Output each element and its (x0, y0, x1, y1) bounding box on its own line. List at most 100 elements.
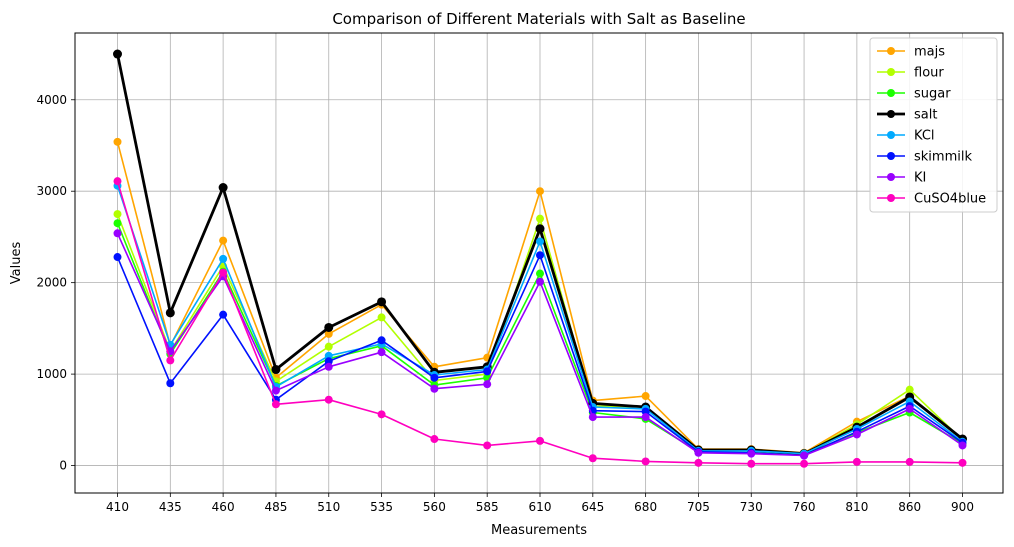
legend-label: skimmilk (914, 150, 972, 165)
x-axis-label: Measurements (491, 523, 587, 538)
data-point (324, 329, 333, 338)
x-tick-label: 730 (740, 500, 763, 514)
data-point (324, 351, 333, 360)
x-tick-label: 435 (159, 500, 182, 514)
data-point (641, 407, 650, 416)
data-point (166, 356, 175, 365)
data-point (430, 373, 439, 382)
x-tick-label: 410 (106, 500, 129, 514)
legend-item: sugar (877, 87, 951, 102)
y-tick-label: 0 (59, 459, 67, 473)
data-point (536, 237, 544, 246)
data-point (430, 384, 439, 393)
x-tick-label: 560 (423, 500, 446, 514)
data-point (852, 457, 861, 466)
legend-box (869, 37, 998, 213)
data-point (219, 254, 228, 263)
y-tick-label: 3000 (36, 184, 67, 198)
legend-marker (887, 89, 895, 97)
data-point (377, 348, 386, 357)
x-tick-label: 610 (529, 500, 552, 514)
y-tick-label: 4000 (36, 93, 67, 107)
x-tick-label: 900 (951, 500, 974, 514)
legend-label: majs (914, 45, 945, 60)
data-point (271, 386, 280, 395)
y-axis: 0 1000 2000 3000 4000 (36, 93, 75, 473)
data-point (747, 449, 756, 458)
data-point (536, 187, 544, 196)
x-tick-label: 760 (793, 500, 816, 514)
legend-item: majs (877, 45, 945, 60)
data-point (113, 49, 122, 59)
data-point (377, 336, 386, 345)
data-point (430, 435, 439, 444)
legend-label: salt (914, 108, 937, 123)
x-tick-label: 860 (898, 500, 921, 514)
legend-item: skimmilk (877, 150, 972, 165)
data-point (113, 137, 122, 146)
data-point (536, 277, 544, 286)
x-tick-label: 535 (370, 500, 393, 514)
data-point (958, 458, 967, 467)
data-point (641, 413, 650, 422)
data-point (536, 436, 544, 445)
legend-label: sugar (914, 87, 951, 102)
series-group (113, 49, 967, 468)
data-point (218, 183, 228, 193)
data-point (113, 210, 122, 219)
data-point (377, 410, 386, 419)
data-point (483, 367, 492, 376)
legend-item: KI (877, 171, 926, 186)
data-point (641, 457, 650, 466)
data-point (219, 268, 228, 277)
data-point (483, 380, 492, 389)
y-tick-label: 2000 (36, 276, 67, 290)
plot-frame (74, 32, 1004, 494)
data-point (324, 395, 333, 404)
data-point (219, 310, 228, 319)
data-point (113, 253, 122, 262)
legend-label: KCl (914, 129, 935, 144)
x-tick-label: 680 (634, 500, 657, 514)
data-point (588, 454, 597, 463)
legend-label: KI (914, 171, 926, 186)
x-tick-label: 585 (476, 500, 499, 514)
series-cuso4blue (113, 177, 967, 468)
data-point (905, 385, 914, 394)
data-point (377, 313, 386, 322)
data-point (958, 441, 967, 450)
y-axis-label: Values (9, 242, 24, 285)
x-tick-label: 485 (264, 500, 287, 514)
x-tick-label: 510 (317, 500, 340, 514)
data-point (800, 451, 809, 460)
data-point (588, 413, 597, 422)
data-point (747, 459, 756, 468)
legend-marker (887, 173, 895, 181)
data-point (905, 404, 914, 413)
series-ki (113, 229, 967, 460)
data-point (166, 379, 175, 388)
data-point (113, 219, 122, 228)
legend-label: CuSO4blue (914, 192, 986, 207)
legend: majs flour sugar salt KCl skimmilk KI CuSO4blue (869, 37, 998, 213)
legend-marker (887, 152, 895, 160)
data-point (271, 400, 280, 409)
data-point (536, 251, 544, 260)
data-point (905, 457, 914, 466)
data-point (536, 214, 544, 223)
data-point (377, 297, 387, 307)
legend-marker (887, 131, 895, 139)
y-tick-label: 1000 (36, 367, 67, 381)
data-point (271, 365, 281, 375)
legend-item: CuSO4blue (877, 192, 986, 207)
chart-title: Comparison of Different Materials with S… (332, 10, 745, 28)
x-tick-label: 645 (581, 500, 604, 514)
x-tick-label: 460 (212, 500, 235, 514)
x-axis: 410 435 460 485 510 535 560 585 610 645 680 705 730 7… (106, 493, 974, 514)
data-point (324, 362, 333, 371)
data-point (483, 441, 492, 450)
data-point (852, 430, 861, 439)
legend-marker (887, 68, 895, 76)
data-point (641, 392, 650, 401)
